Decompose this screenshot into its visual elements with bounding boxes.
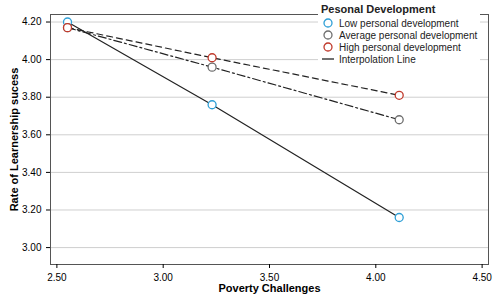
svg-text:4.00: 4.00 xyxy=(22,54,42,65)
svg-text:3.50: 3.50 xyxy=(259,271,280,283)
svg-text:3.20: 3.20 xyxy=(22,204,42,215)
svg-text:3.80: 3.80 xyxy=(22,91,42,102)
html-text:Interpolation Line: Interpolation Line xyxy=(339,53,416,65)
svg-text:Rate of Learnership sucess: Rate of Learnership sucess xyxy=(8,68,20,212)
svg-text:4.20: 4.20 xyxy=(22,16,42,27)
svg-text:4.00: 4.00 xyxy=(366,272,386,283)
html-text:High personal development: High personal development xyxy=(339,41,461,53)
svg-text:3.00: 3.00 xyxy=(153,272,173,283)
svg-text:2.50: 2.50 xyxy=(47,272,67,283)
svg-text:3.60: 3.60 xyxy=(22,129,42,140)
svg-text:3.00: 3.00 xyxy=(22,242,42,253)
html-text:Pesonal Development: Pesonal Development xyxy=(321,3,436,15)
svg-text:4.50: 4.50 xyxy=(472,272,492,283)
html-text:Low personal development: Low personal development xyxy=(339,17,459,29)
svg-text:3.40: 3.40 xyxy=(22,167,42,178)
html-text:Average personal development: Average personal development xyxy=(339,29,478,41)
svg-text:Poverty Challenges: Poverty Challenges xyxy=(218,282,320,294)
